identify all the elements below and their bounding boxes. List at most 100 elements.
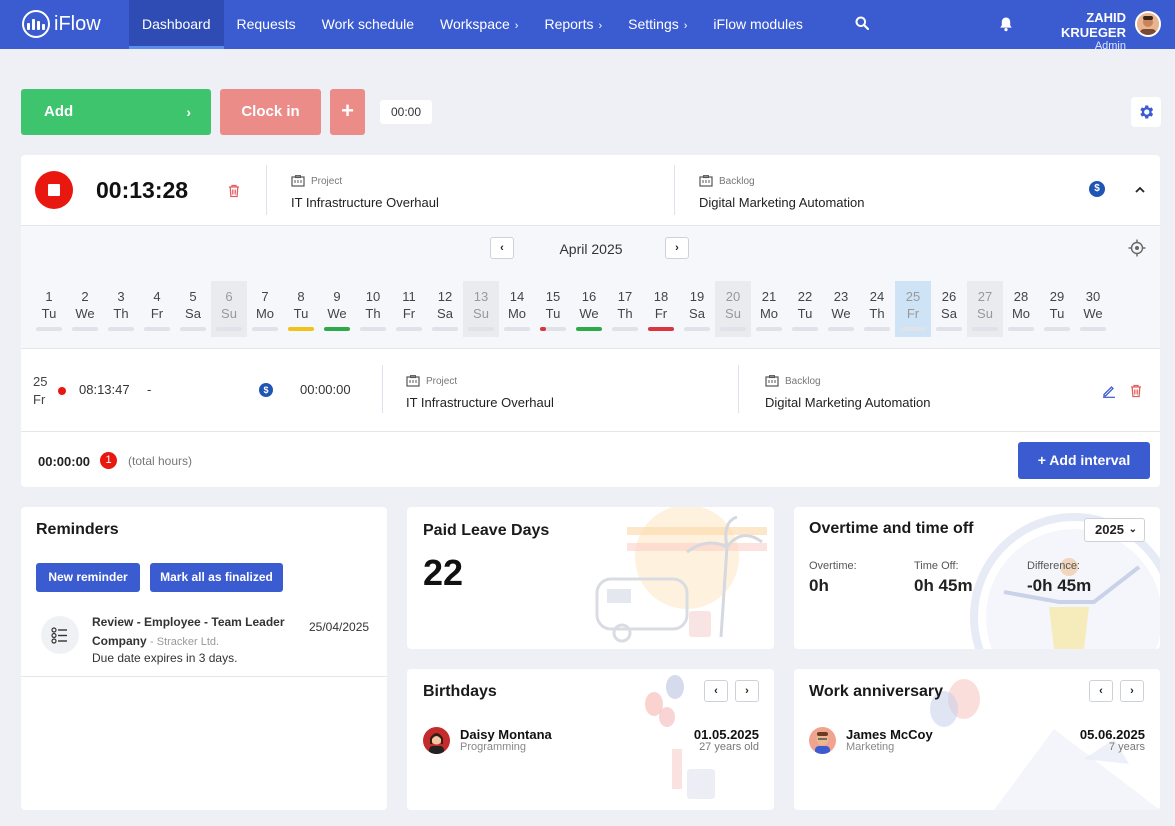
- calendar-day[interactable]: 9 We: [319, 281, 355, 337]
- day-weekday: Fr: [150, 306, 164, 321]
- calendar-day[interactable]: 23 We: [823, 281, 859, 337]
- calendar-day[interactable]: 8 Tu: [283, 281, 319, 337]
- trash-icon[interactable]: [227, 183, 241, 198]
- trash-icon[interactable]: [1129, 383, 1143, 398]
- calendar-day[interactable]: 13 Su: [463, 281, 499, 337]
- day-number: 29: [1049, 289, 1065, 304]
- search-icon[interactable]: [855, 16, 869, 30]
- calendar-day[interactable]: 30 We: [1075, 281, 1111, 337]
- settings-button[interactable]: [1131, 97, 1161, 127]
- avatar[interactable]: [809, 727, 836, 754]
- billable-icon[interactable]: $: [1089, 181, 1105, 197]
- calendar-day[interactable]: 29 Tu: [1039, 281, 1075, 337]
- day-status-bar: [324, 327, 350, 331]
- nav-item-iflow-modules[interactable]: iFlow modules: [713, 16, 803, 32]
- calendar-day[interactable]: 25 Fr: [895, 281, 931, 337]
- calendar-day[interactable]: 1 Tu: [31, 281, 67, 337]
- locate-today-icon[interactable]: [1128, 239, 1146, 257]
- calendar-day[interactable]: 15 Tu: [535, 281, 571, 337]
- nav-item-settings[interactable]: Settings ›: [628, 16, 688, 32]
- year-select[interactable]: 2025 ⌄: [1084, 518, 1145, 542]
- calendar-day[interactable]: 19 Sa: [679, 281, 715, 337]
- add-button[interactable]: Add ›: [21, 89, 211, 135]
- calendar-day[interactable]: 17 Th: [607, 281, 643, 337]
- calendar-day[interactable]: 18 Fr: [643, 281, 679, 337]
- billable-icon[interactable]: $: [259, 383, 273, 397]
- new-reminder-button[interactable]: New reminder: [36, 563, 140, 592]
- running-indicator: [58, 387, 66, 395]
- backlog-value[interactable]: Digital Marketing Automation: [699, 195, 865, 210]
- overtime-label: Overtime:: [809, 560, 857, 572]
- paid-leave-value: 22: [423, 552, 464, 593]
- nav-item-workspace[interactable]: Workspace ›: [440, 16, 519, 32]
- edit-icon[interactable]: [1102, 384, 1116, 398]
- logo-text: iFlow: [54, 12, 101, 35]
- birthdays-next-button[interactable]: ›: [735, 680, 759, 702]
- stop-timer-button[interactable]: [35, 171, 73, 209]
- chevron-up-icon[interactable]: [1135, 185, 1145, 195]
- person-name[interactable]: James McCoy: [846, 727, 933, 742]
- birthdays-prev-button[interactable]: ‹: [704, 680, 728, 702]
- avatar[interactable]: [1135, 11, 1161, 37]
- calendar-day[interactable]: 12 Sa: [427, 281, 463, 337]
- calendar-day[interactable]: 11 Fr: [391, 281, 427, 337]
- calendar-day[interactable]: 22 Tu: [787, 281, 823, 337]
- day-number: 27: [977, 289, 993, 304]
- day-status-bar: [504, 327, 530, 331]
- prev-month-button[interactable]: ‹: [490, 237, 514, 259]
- day-weekday: Su: [221, 306, 237, 321]
- day-number: 25: [905, 289, 921, 304]
- calendar-day[interactable]: 6 Su: [211, 281, 247, 337]
- total-hours-label: (total hours): [128, 454, 193, 468]
- mark-all-finalized-button[interactable]: Mark all as finalized: [150, 563, 283, 592]
- bell-icon[interactable]: [999, 16, 1013, 32]
- person-department: Programming: [460, 741, 527, 753]
- anniversary-next-button[interactable]: ›: [1120, 680, 1144, 702]
- nav-item-dashboard[interactable]: Dashboard: [129, 0, 224, 49]
- day-number: 17: [617, 289, 633, 304]
- calendar-day[interactable]: 16 We: [571, 281, 607, 337]
- day-status-bar: [756, 327, 782, 331]
- person-name[interactable]: Daisy Montana: [460, 727, 552, 742]
- logo[interactable]: iFlow: [22, 10, 101, 38]
- calendar-day[interactable]: 24 Th: [859, 281, 895, 337]
- nav-item-work-schedule[interactable]: Work schedule: [321, 16, 414, 32]
- avatar[interactable]: [423, 727, 450, 754]
- calendar-day[interactable]: 28 Mo: [1003, 281, 1039, 337]
- reminder-company: - Stracker Ltd.: [150, 636, 220, 648]
- chevron-right-icon: ›: [683, 20, 688, 32]
- calendar-day[interactable]: 3 Th: [103, 281, 139, 337]
- user-menu[interactable]: ZAHID KRUEGER Admin: [1020, 10, 1126, 52]
- nav-item-requests[interactable]: Requests: [236, 16, 296, 32]
- birthdays-title: Birthdays: [423, 683, 497, 700]
- calendar-day[interactable]: 2 We: [67, 281, 103, 337]
- day-number: 26: [941, 289, 957, 304]
- day-weekday: Tu: [545, 306, 561, 321]
- clock-in-button[interactable]: Clock in: [220, 89, 321, 135]
- plus-button[interactable]: +: [330, 89, 365, 135]
- calendar-day[interactable]: 5 Sa: [175, 281, 211, 337]
- work-anniversary-title: Work anniversary: [809, 683, 943, 700]
- reminder-title[interactable]: Review - Employee - Team Leader Company …: [92, 615, 285, 648]
- day-number: 14: [509, 289, 525, 304]
- day-number: 1: [45, 289, 53, 304]
- next-month-button[interactable]: ›: [665, 237, 689, 259]
- chevron-right-icon: ›: [598, 20, 603, 32]
- calendar-day[interactable]: 4 Fr: [139, 281, 175, 337]
- calendar-day[interactable]: 7 Mo: [247, 281, 283, 337]
- calendar-day[interactable]: 14 Mo: [499, 281, 535, 337]
- calendar-day[interactable]: 27 Su: [967, 281, 1003, 337]
- calendar-day[interactable]: 21 Mo: [751, 281, 787, 337]
- calendar-day[interactable]: 20 Su: [715, 281, 751, 337]
- logo-icon: [22, 10, 50, 38]
- chevron-right-icon: ›: [514, 20, 519, 32]
- project-value[interactable]: IT Infrastructure Overhaul: [291, 195, 439, 210]
- anniversary-prev-button[interactable]: ‹: [1089, 680, 1113, 702]
- day-status-bar: [72, 327, 98, 331]
- calendar-day[interactable]: 10 Th: [355, 281, 391, 337]
- day-number: 15: [545, 289, 561, 304]
- calendar-day[interactable]: 26 Sa: [931, 281, 967, 337]
- day-number: 3: [117, 289, 125, 304]
- add-interval-button[interactable]: + Add interval: [1018, 442, 1150, 479]
- nav-item-reports[interactable]: Reports ›: [544, 16, 603, 32]
